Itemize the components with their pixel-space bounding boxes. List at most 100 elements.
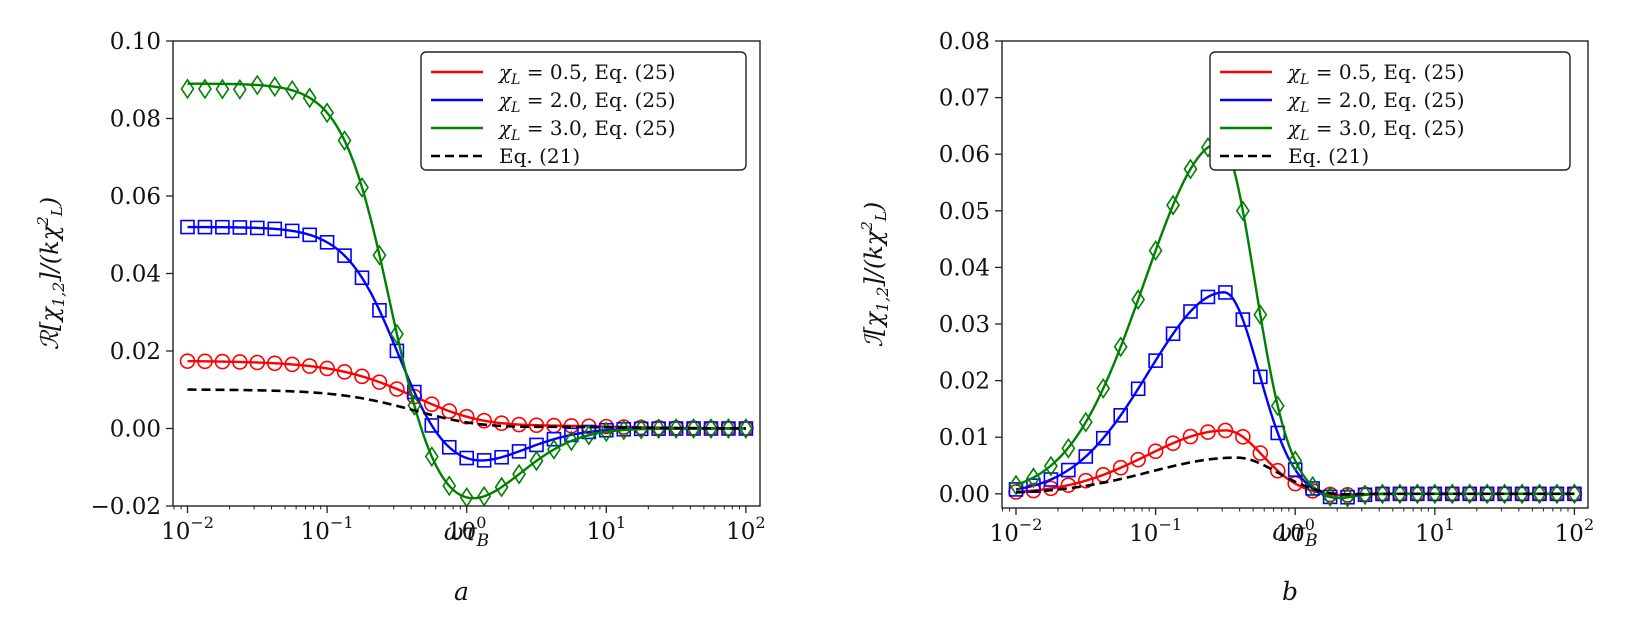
data-point-2-9 bbox=[337, 130, 352, 151]
data-point-1-18 bbox=[494, 449, 509, 465]
data-point-0-5 bbox=[266, 355, 283, 372]
y-tick-label: 0.10 bbox=[110, 29, 161, 55]
data-point-2-22 bbox=[564, 430, 579, 452]
data-point-2-26 bbox=[634, 418, 649, 440]
data-point-0-6 bbox=[1112, 459, 1129, 476]
data-point-0-17 bbox=[476, 412, 492, 429]
data-point-2-10 bbox=[355, 176, 369, 198]
data-point-2-14 bbox=[424, 446, 439, 467]
data-point-2-28 bbox=[1497, 483, 1512, 505]
x-tick-label: 10−1 bbox=[301, 513, 354, 545]
data-point-0-19 bbox=[511, 416, 527, 433]
legend: χL = 0.5, Eq. (25)χL = 2.0, Eq. (25)χL =… bbox=[1209, 51, 1571, 171]
data-point-2-2 bbox=[1043, 455, 1058, 477]
data-point-2-7 bbox=[302, 87, 317, 109]
data-point-2-1 bbox=[1026, 467, 1041, 489]
x-tick-exponent: −2 bbox=[1019, 515, 1043, 534]
data-point-2-28 bbox=[669, 418, 684, 440]
data-point-0-8 bbox=[1147, 443, 1164, 460]
data-point-0-2 bbox=[214, 353, 231, 370]
data-point-1-5 bbox=[1095, 430, 1111, 446]
series-line-0 bbox=[187, 359, 746, 430]
x-tick-exponent: 1 bbox=[616, 513, 626, 532]
legend: χL = 0.5, Eq. (25)χL = 2.0, Eq. (25)χL =… bbox=[420, 51, 747, 171]
data-point-1-10 bbox=[354, 270, 370, 286]
x-tick-label: 101 bbox=[587, 513, 626, 545]
x-tick-base: 10 bbox=[1555, 521, 1584, 547]
data-point-2-8 bbox=[320, 102, 335, 124]
data-point-1-8 bbox=[319, 235, 335, 250]
data-point-2-21 bbox=[1375, 483, 1390, 505]
series-line-3 bbox=[187, 388, 746, 430]
data-point-2-7 bbox=[1131, 289, 1146, 311]
data-point-2-20 bbox=[529, 450, 544, 472]
data-point-2-24 bbox=[1427, 483, 1442, 505]
data-point-2-8 bbox=[1148, 240, 1163, 262]
data-point-1-6 bbox=[1113, 408, 1128, 423]
x-tick-label: 102 bbox=[1555, 515, 1594, 547]
data-point-0-14 bbox=[1252, 445, 1269, 461]
y-tick-label: 0.04 bbox=[939, 255, 990, 281]
legend-entry-2: χL = 3.0, Eq. (25) bbox=[497, 116, 676, 144]
x-tick-label: 102 bbox=[726, 513, 765, 545]
data-point-0-10 bbox=[354, 368, 370, 385]
legend-entry-2: χL = 3.0, Eq. (25) bbox=[1286, 116, 1465, 144]
data-point-2-0 bbox=[180, 78, 195, 100]
panel-label: a bbox=[454, 577, 469, 606]
data-point-2-27 bbox=[1480, 483, 1495, 505]
data-point-0-11 bbox=[371, 374, 388, 390]
x-tick-exponent: 2 bbox=[755, 513, 765, 532]
x-tick-exponent: 2 bbox=[1584, 515, 1594, 534]
data-point-1-7 bbox=[302, 227, 317, 243]
data-point-2-6 bbox=[1113, 336, 1128, 358]
data-point-0-11 bbox=[1200, 424, 1216, 440]
x-tick-exponent: 0 bbox=[476, 513, 486, 532]
data-point-2-15 bbox=[1270, 395, 1285, 417]
data-point-2-19 bbox=[512, 463, 527, 485]
data-point-0-15 bbox=[441, 403, 458, 419]
data-point-2-23 bbox=[581, 424, 596, 446]
y-axis-label: ℐ[χ1,2]/(kχ2L) bbox=[858, 202, 892, 347]
data-point-0-1 bbox=[197, 353, 213, 370]
y-tick-label: 0.02 bbox=[110, 339, 161, 365]
data-point-2-31 bbox=[721, 418, 736, 439]
data-point-1-4 bbox=[250, 220, 265, 236]
x-tick-label: 100 bbox=[447, 513, 486, 545]
data-point-1-14 bbox=[424, 418, 440, 433]
x-tick-label: 10−2 bbox=[990, 515, 1043, 547]
data-point-2-16 bbox=[459, 486, 474, 506]
x-tick-base: 10 bbox=[1415, 521, 1444, 547]
y-axis-label: ℛ[χ1,2]/(kχ2L) bbox=[34, 197, 68, 350]
x-tick-base: 10 bbox=[990, 521, 1019, 547]
data-point-0-20 bbox=[528, 417, 545, 434]
data-point-2-0 bbox=[1009, 474, 1023, 496]
data-point-2-2 bbox=[215, 78, 230, 100]
data-point-1-11 bbox=[1200, 289, 1216, 305]
y-tick-label: 0.06 bbox=[110, 184, 161, 210]
data-point-0-3 bbox=[232, 354, 248, 370]
data-point-0-9 bbox=[1165, 435, 1181, 452]
data-point-1-8 bbox=[1148, 353, 1163, 368]
y-tick-label: 0.08 bbox=[939, 29, 990, 55]
data-point-0-12 bbox=[389, 381, 405, 397]
legend-entry-1: χL = 2.0, Eq. (25) bbox=[497, 88, 676, 116]
data-point-2-31 bbox=[1549, 483, 1564, 505]
data-point-2-1 bbox=[197, 78, 212, 100]
data-point-1-3 bbox=[232, 220, 248, 235]
data-point-2-4 bbox=[1078, 411, 1093, 433]
data-point-2-30 bbox=[704, 418, 718, 439]
data-point-2-32 bbox=[738, 418, 753, 439]
data-point-1-11 bbox=[372, 302, 387, 318]
x-tick-label: 100 bbox=[1275, 515, 1314, 547]
x-tick-base: 10 bbox=[447, 519, 476, 545]
data-point-2-29 bbox=[686, 418, 701, 439]
y-tick-label: 0.00 bbox=[110, 417, 161, 443]
data-point-0-14 bbox=[423, 396, 440, 413]
data-point-2-10 bbox=[1183, 158, 1198, 180]
data-point-1-4 bbox=[1078, 449, 1094, 464]
data-point-2-24 bbox=[599, 421, 614, 443]
data-point-1-10 bbox=[1183, 304, 1198, 319]
data-point-1-16 bbox=[459, 450, 475, 466]
